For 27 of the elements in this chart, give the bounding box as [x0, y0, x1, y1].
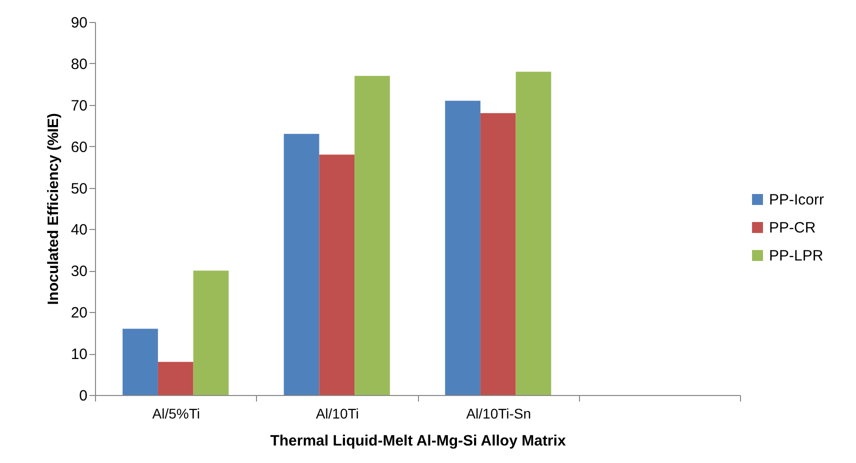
bar: [158, 362, 194, 395]
x-tick-label: Al/10Ti-Sn: [466, 406, 532, 422]
bar: [193, 270, 229, 395]
x-tick-label: Al/5%Ti: [152, 406, 200, 422]
bar: [354, 76, 390, 395]
bar: [445, 100, 480, 395]
y-tick-label: 50: [70, 180, 88, 198]
y-tick-label: 90: [70, 14, 88, 32]
x-axis-title: Thermal Liquid-Melt Al-Mg-Si Alloy Matrix: [270, 432, 566, 450]
y-tick-label: 0: [79, 388, 88, 404]
bar: [480, 113, 516, 395]
legend-label: PP-LPR: [769, 248, 824, 264]
y-tick-label: 20: [70, 304, 88, 322]
bar: [319, 154, 355, 395]
y-tick-label: 30: [70, 263, 88, 280]
x-tick-label: Al/10Ti: [316, 406, 359, 422]
y-tick-label: 60: [70, 138, 88, 156]
bar: [284, 134, 320, 395]
bar: [122, 328, 158, 395]
y-tick-label: 10: [70, 346, 88, 364]
y-tick-label: 70: [70, 97, 88, 114]
legend-label: PP-Icorr: [769, 192, 824, 208]
y-tick-label: 80: [70, 56, 88, 73]
legend-label: PP-CR: [769, 220, 816, 236]
bar: [516, 72, 552, 395]
y-axis-title: Inoculated Efficiency (%IE): [44, 113, 62, 305]
y-tick-label: 40: [70, 222, 88, 239]
